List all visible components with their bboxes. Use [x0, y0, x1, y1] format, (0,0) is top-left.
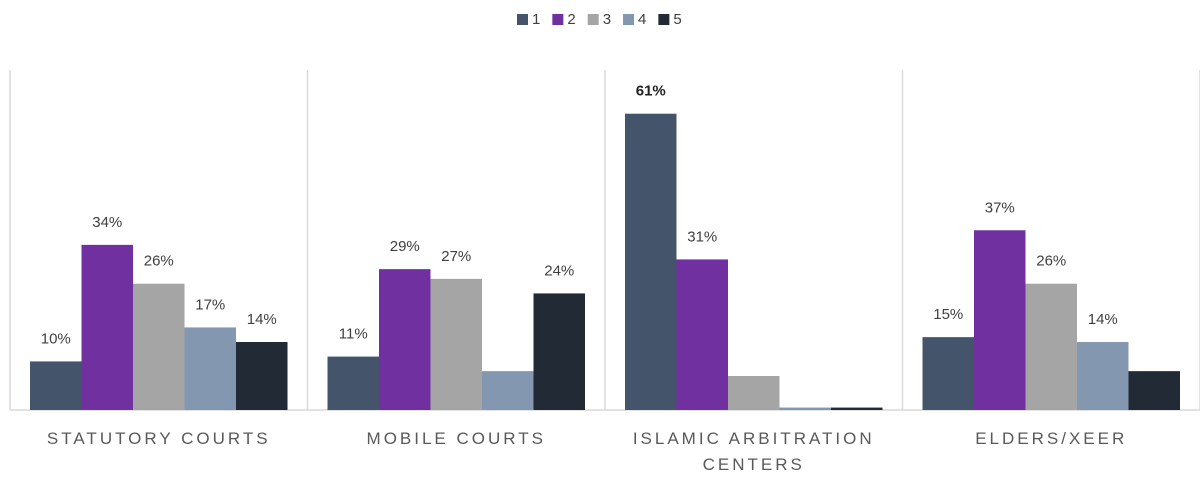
data-label: 26% — [144, 253, 174, 270]
legend-label: 5 — [673, 11, 681, 28]
bar — [625, 113, 677, 410]
bar — [676, 259, 728, 410]
bar — [430, 278, 482, 410]
bar — [779, 407, 831, 410]
data-label: 14% — [247, 311, 277, 328]
legend-swatch — [552, 14, 564, 25]
legend-swatch — [517, 14, 528, 25]
data-label: 11% — [339, 326, 368, 343]
legend-swatch — [587, 14, 599, 25]
data-label: 10% — [41, 330, 71, 347]
bar — [1128, 371, 1180, 410]
data-label: 29% — [390, 238, 420, 255]
legend-swatch — [623, 14, 635, 25]
bar — [1025, 283, 1077, 410]
bar — [133, 283, 185, 410]
bar — [728, 376, 780, 410]
x-tick-label: STATUTORY COURTS — [46, 429, 271, 448]
bar — [184, 327, 236, 410]
bar — [533, 293, 585, 410]
legend-label: 1 — [532, 11, 540, 28]
data-label: 24% — [544, 262, 574, 279]
data-label: 26% — [1036, 253, 1066, 270]
data-label: 17% — [195, 296, 225, 313]
data-label: 37% — [985, 199, 1015, 216]
legend-label: 3 — [603, 11, 611, 28]
data-label: 27% — [441, 248, 471, 265]
legend-swatch — [658, 14, 670, 25]
legend-label: 4 — [638, 11, 646, 28]
x-tick-label: ISLAMIC ARBITRATION CENTERS — [632, 429, 875, 474]
bar — [379, 269, 431, 410]
bar — [81, 244, 133, 410]
x-tick-label: MOBILE COURTS — [366, 429, 546, 448]
bar — [974, 230, 1026, 410]
bar — [1077, 342, 1129, 410]
bar — [236, 342, 288, 410]
data-label: 15% — [933, 306, 963, 323]
x-tick-label: ELDERS/XEER — [975, 429, 1128, 448]
data-label: 34% — [92, 214, 122, 231]
data-label: 14% — [1088, 311, 1118, 328]
bar — [327, 356, 379, 410]
bar — [482, 371, 534, 410]
bar — [922, 337, 974, 410]
data-label: 31% — [687, 228, 717, 245]
bar — [831, 407, 883, 410]
legend-label: 2 — [567, 11, 575, 28]
bar — [30, 361, 82, 410]
data-label: 61% — [636, 83, 666, 100]
